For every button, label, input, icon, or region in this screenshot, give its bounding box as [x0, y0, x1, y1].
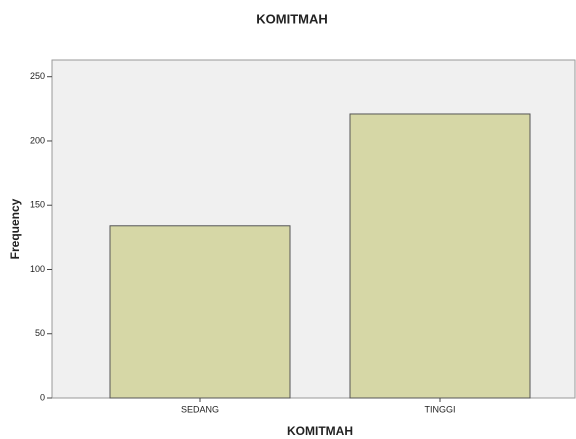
chart-title: KOMITMAH	[256, 11, 328, 26]
y-tick-label: 150	[30, 200, 45, 210]
x-tick-label: SEDANG	[181, 404, 219, 414]
bar	[349, 113, 531, 399]
y-tick-label: 200	[30, 135, 45, 145]
y-tick-label: 0	[40, 392, 45, 402]
bar	[109, 225, 291, 399]
y-axis-label: Frequency	[8, 198, 22, 259]
x-axis-label: KOMITMAH	[287, 424, 353, 438]
y-tick-label: 100	[30, 264, 45, 274]
y-tick-label: 250	[30, 71, 45, 81]
y-tick-label: 50	[35, 328, 45, 338]
x-tick-label: TINGGI	[425, 404, 456, 414]
